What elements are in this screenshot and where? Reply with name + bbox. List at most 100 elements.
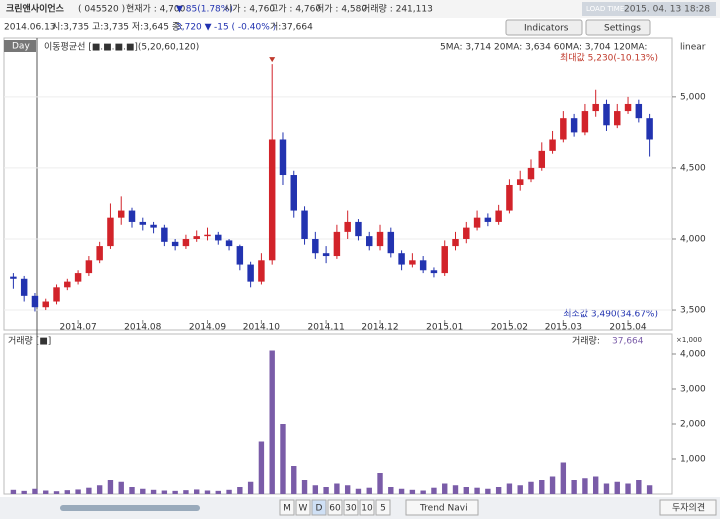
volume-bar bbox=[495, 487, 502, 494]
volume-bar bbox=[53, 491, 60, 494]
candle-body bbox=[441, 246, 448, 274]
volume-bar bbox=[194, 489, 200, 494]
candle-body bbox=[301, 210, 308, 239]
candle-body bbox=[290, 175, 297, 211]
volume-bar bbox=[301, 480, 308, 494]
candle-body bbox=[560, 118, 567, 140]
trend-label[interactable]: Trend Navi bbox=[419, 504, 468, 514]
period-button[interactable] bbox=[327, 499, 343, 516]
volume-label: 거래량: bbox=[572, 335, 600, 347]
settings-label[interactable]: Settings bbox=[604, 24, 641, 34]
volume-bar bbox=[409, 489, 416, 494]
candle-body bbox=[258, 260, 265, 282]
y-tick-label: 4,500 bbox=[680, 163, 706, 173]
candle-body bbox=[603, 103, 610, 126]
period-button[interactable] bbox=[279, 499, 295, 516]
candle-body bbox=[182, 238, 190, 247]
volume-bar bbox=[43, 490, 49, 494]
candle-body bbox=[495, 210, 502, 222]
volume-bar bbox=[442, 483, 448, 494]
period-label[interactable]: D bbox=[316, 504, 323, 514]
candle-body bbox=[279, 139, 287, 176]
ma-legend: 이동평균선 [■.■.■.■](5,20,60,120) bbox=[44, 42, 199, 53]
load-box bbox=[582, 2, 716, 16]
indicators-label[interactable]: Indicators bbox=[524, 24, 569, 34]
period-button[interactable] bbox=[359, 499, 375, 516]
volume-bar bbox=[140, 488, 146, 494]
load-time: 2015. 04. 13 18:28 bbox=[624, 5, 710, 15]
candle-body bbox=[74, 273, 82, 282]
volume-bar bbox=[269, 350, 275, 494]
volume-bar bbox=[150, 489, 157, 494]
volume-bar bbox=[323, 487, 329, 494]
period-label[interactable]: 5 bbox=[380, 504, 386, 514]
period-button[interactable] bbox=[375, 499, 391, 516]
volume-panel bbox=[3, 333, 673, 495]
candle-body bbox=[484, 217, 492, 222]
stock-name: 크린앤사이언스 bbox=[6, 3, 65, 15]
candle-body bbox=[333, 231, 341, 257]
volume-bar bbox=[431, 487, 437, 494]
opinion-label[interactable]: 두자의견 bbox=[672, 502, 705, 514]
volume-bar bbox=[549, 476, 556, 494]
y-tick-label: 5,000 bbox=[680, 92, 706, 102]
open-price: 시가 : 4,760 bbox=[224, 4, 275, 15]
x-tick-label: 2014.10 bbox=[243, 323, 280, 333]
period-label[interactable]: 60 bbox=[329, 504, 341, 514]
x-tick-label: 2015.03 bbox=[545, 323, 582, 333]
volume-bar bbox=[10, 489, 17, 494]
max-label: 최대값 5,230(-10.13%) bbox=[560, 52, 658, 64]
volume-bar bbox=[398, 488, 405, 494]
candle-body bbox=[624, 103, 632, 112]
candle-body bbox=[117, 210, 125, 218]
stock-code: ( 045520 ) bbox=[78, 5, 125, 15]
volume-bar bbox=[237, 487, 243, 494]
volume-bar bbox=[280, 424, 286, 494]
current-price: 현재가 : 4,700 bbox=[126, 4, 186, 15]
volume-bar bbox=[366, 487, 372, 494]
x-tick-label: 2014.11 bbox=[307, 323, 344, 333]
candle-body bbox=[419, 260, 427, 271]
candle-body bbox=[646, 118, 653, 140]
candle-body bbox=[128, 210, 136, 222]
candle-body bbox=[96, 246, 103, 261]
volume-bar bbox=[334, 483, 340, 494]
candle-body bbox=[161, 227, 168, 242]
indicators-button[interactable] bbox=[505, 19, 583, 36]
period-buttons: M W D 60 30 10 5 bbox=[279, 499, 391, 516]
period-button[interactable] bbox=[311, 499, 327, 516]
volume-tick-label: 4,000 bbox=[680, 350, 706, 360]
candle-body bbox=[215, 234, 222, 241]
candle-body bbox=[581, 111, 589, 133]
x-tick-label: 2015.02 bbox=[491, 323, 528, 333]
candle-body bbox=[387, 231, 395, 254]
volume-bar bbox=[377, 473, 383, 494]
period-label[interactable]: M bbox=[283, 504, 291, 514]
period-button[interactable] bbox=[343, 499, 359, 516]
trend-button[interactable] bbox=[405, 499, 479, 516]
candle-body bbox=[247, 264, 254, 282]
opinion-button[interactable] bbox=[659, 499, 717, 516]
period-label: Day bbox=[12, 42, 30, 52]
scrollbar[interactable] bbox=[60, 505, 200, 511]
period-label[interactable]: 30 bbox=[345, 504, 357, 514]
volume-bar bbox=[258, 441, 265, 494]
volume-bar bbox=[388, 487, 394, 494]
max-arrow bbox=[269, 57, 276, 63]
candle-body bbox=[193, 236, 200, 239]
period-label[interactable]: W bbox=[299, 504, 308, 514]
load-label: LOAD TIME bbox=[586, 5, 624, 13]
period-label[interactable]: 10 bbox=[361, 504, 373, 514]
candle-body bbox=[366, 236, 373, 247]
settings-button[interactable] bbox=[585, 19, 651, 36]
candle-body bbox=[473, 217, 481, 228]
x-tick-label: 2015.04 bbox=[609, 323, 646, 333]
volume-bar bbox=[506, 483, 513, 494]
volume-bar bbox=[625, 483, 631, 494]
volume-bar bbox=[463, 487, 469, 494]
volume-bar bbox=[247, 481, 254, 494]
volume-bar bbox=[539, 480, 545, 494]
candle-body bbox=[20, 278, 28, 296]
volume-bar bbox=[86, 487, 92, 494]
period-button[interactable] bbox=[295, 499, 311, 516]
